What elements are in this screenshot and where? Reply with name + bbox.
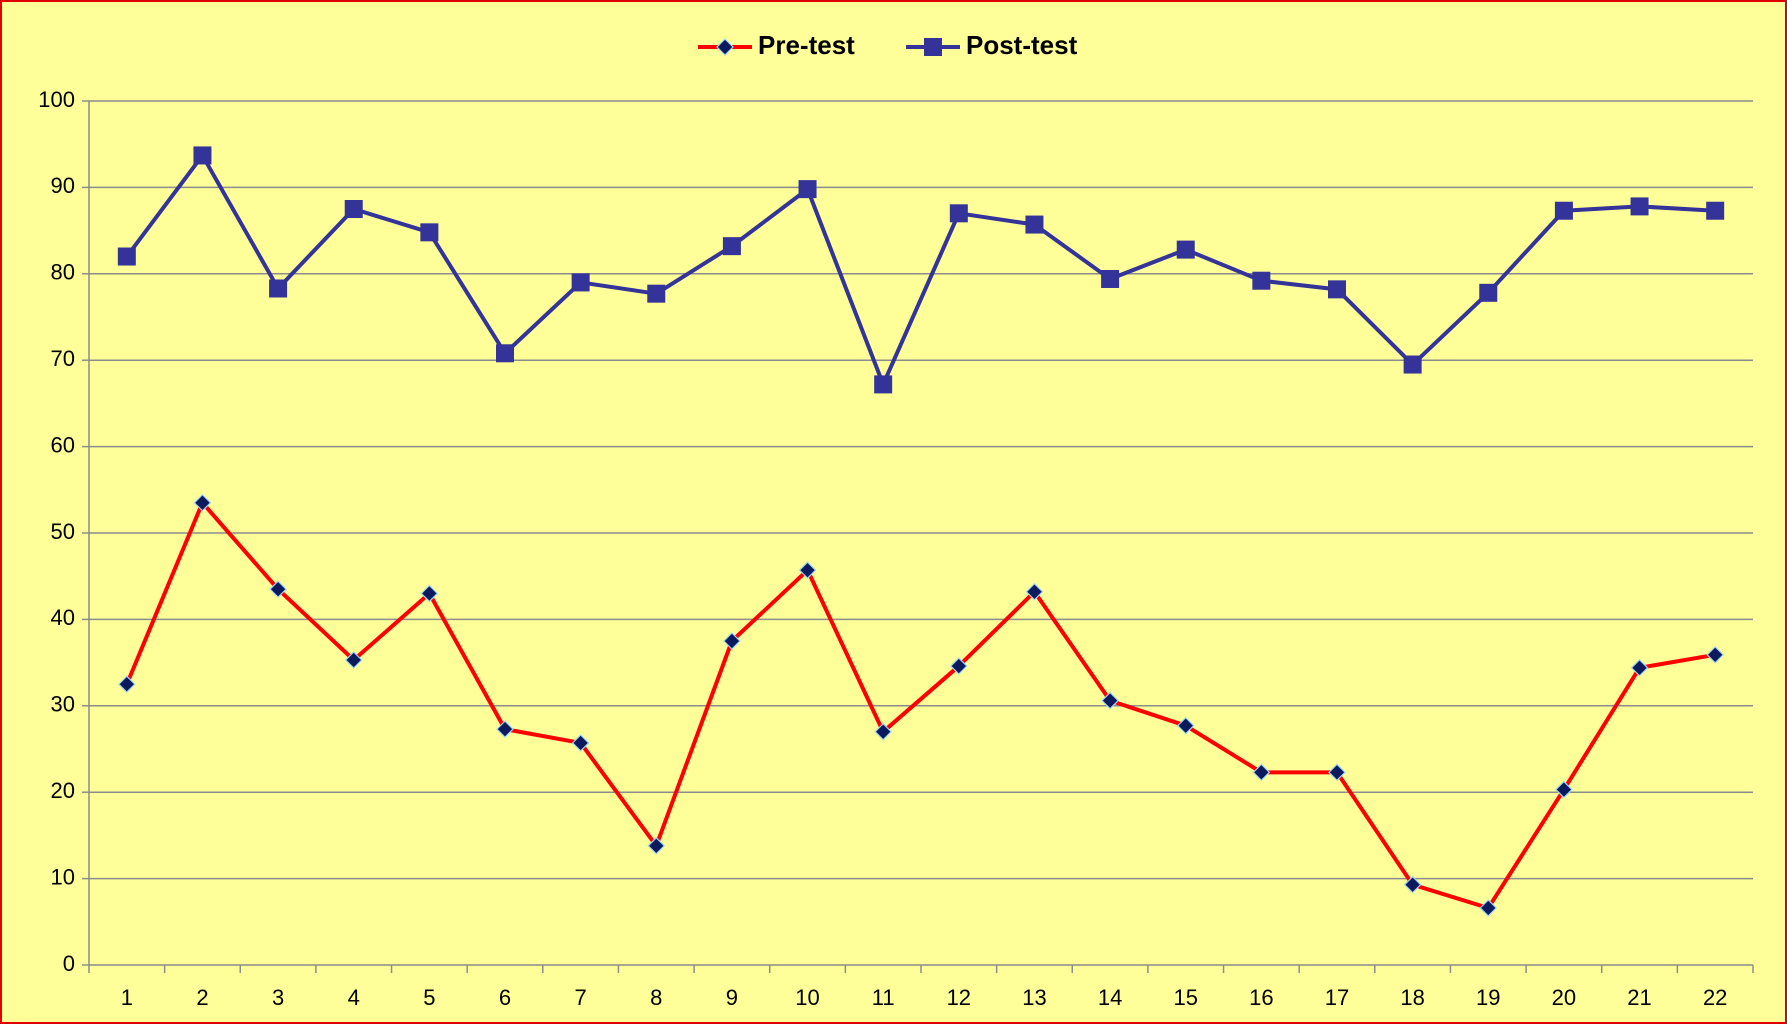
legend-marker xyxy=(716,38,734,56)
data-point xyxy=(1252,763,1271,782)
data-point xyxy=(117,247,136,266)
y-tick-label: 70 xyxy=(51,346,75,371)
data-point xyxy=(874,375,893,394)
x-tick-label: 6 xyxy=(499,985,511,1010)
legend-label: Pre-test xyxy=(758,30,855,60)
data-point xyxy=(1403,355,1422,374)
data-point xyxy=(1328,280,1346,299)
data-point xyxy=(1630,197,1649,216)
y-tick-label: 100 xyxy=(38,87,75,112)
y-tick-label: 60 xyxy=(51,432,75,457)
data-point xyxy=(1176,240,1195,259)
x-tick-label: 1 xyxy=(121,985,133,1010)
x-tick-label: 21 xyxy=(1627,985,1651,1010)
data-point xyxy=(647,284,666,303)
data-point xyxy=(1555,780,1573,799)
data-point xyxy=(193,493,212,512)
data-point xyxy=(647,836,666,855)
x-tick-label: 18 xyxy=(1400,985,1424,1010)
data-point xyxy=(1706,201,1725,220)
data-point xyxy=(1403,875,1422,894)
data-point xyxy=(1025,215,1044,234)
x-tick-label: 17 xyxy=(1325,985,1349,1010)
x-tick-label: 15 xyxy=(1173,985,1197,1010)
y-tick-label: 0 xyxy=(63,951,75,976)
y-tick-label: 30 xyxy=(51,692,75,717)
x-tick-label: 9 xyxy=(726,985,738,1010)
data-point xyxy=(949,204,968,223)
data-point xyxy=(949,657,968,675)
data-point xyxy=(1252,271,1271,290)
data-point xyxy=(1479,899,1498,917)
y-tick-label: 90 xyxy=(51,173,75,198)
y-tick-label: 10 xyxy=(51,864,75,889)
series-line xyxy=(124,500,1716,910)
x-tick-label: 7 xyxy=(575,985,587,1010)
x-tick-label: 8 xyxy=(650,985,662,1010)
data-point xyxy=(420,223,439,242)
data-point xyxy=(723,632,741,650)
y-tick-label: 80 xyxy=(51,260,75,285)
data-point xyxy=(571,273,590,292)
data-point xyxy=(1630,658,1649,677)
data-point xyxy=(798,561,817,580)
data-point xyxy=(420,584,439,603)
data-point xyxy=(1101,269,1120,288)
legend-label: Post-test xyxy=(966,30,1078,60)
data-point xyxy=(798,180,817,199)
data-point xyxy=(1176,716,1195,735)
x-tick-label: 10 xyxy=(795,985,819,1010)
data-point xyxy=(1328,763,1346,782)
x-tick-label: 16 xyxy=(1249,985,1273,1010)
data-point xyxy=(269,279,288,298)
x-tick-label: 22 xyxy=(1703,985,1727,1010)
data-point xyxy=(1101,691,1119,710)
data-point xyxy=(496,344,514,363)
x-tick-label: 2 xyxy=(196,985,208,1010)
data-point xyxy=(1554,201,1573,220)
x-tick-label: 19 xyxy=(1476,985,1500,1010)
data-point xyxy=(496,720,514,738)
data-point xyxy=(571,734,590,752)
x-tick-label: 5 xyxy=(423,985,435,1010)
data-point xyxy=(269,580,287,599)
data-point xyxy=(722,237,741,256)
y-tick-label: 20 xyxy=(51,778,75,803)
data-point xyxy=(344,651,363,669)
data-point xyxy=(1025,582,1044,601)
data-point xyxy=(1706,645,1725,664)
data-point xyxy=(1479,283,1498,302)
x-tick-label: 12 xyxy=(947,985,971,1010)
x-tick-label: 13 xyxy=(1022,985,1046,1010)
data-point xyxy=(117,675,136,694)
data-point xyxy=(874,722,893,741)
series-line xyxy=(125,153,1716,387)
y-tick-label: 50 xyxy=(51,519,75,544)
x-tick-label: 20 xyxy=(1552,985,1576,1010)
x-tick-label: 4 xyxy=(348,985,360,1010)
x-tick-label: 11 xyxy=(872,985,895,1010)
legend-marker xyxy=(924,38,942,56)
y-tick-label: 40 xyxy=(51,605,75,630)
data-point xyxy=(193,146,212,165)
x-tick-label: 14 xyxy=(1098,985,1122,1010)
x-tick-label: 3 xyxy=(272,985,284,1010)
data-point xyxy=(344,200,363,218)
